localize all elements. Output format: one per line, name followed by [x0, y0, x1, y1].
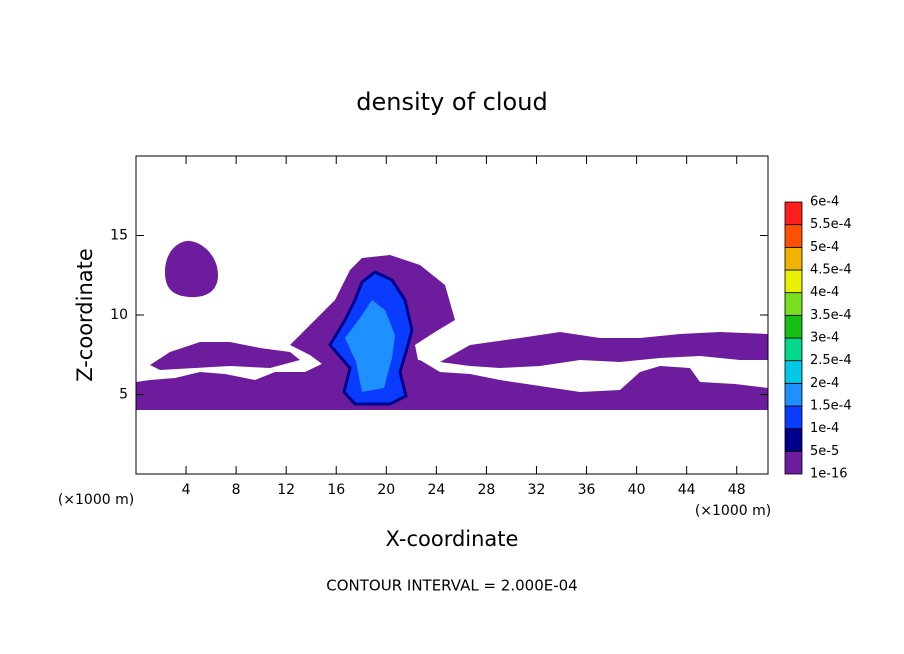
x-tick-label: 12 [277, 482, 295, 498]
cloud-region [345, 300, 395, 392]
colorbar-label: 5e-4 [810, 240, 839, 255]
colorbar-box [784, 382, 803, 407]
colorbar-box [784, 292, 803, 316]
y-tick-label: 5 [119, 387, 128, 403]
colorbar-box [784, 428, 803, 452]
colorbar-label: 2e-4 [810, 376, 839, 391]
x-axis-label: X-coordinate [386, 527, 519, 551]
x-tick-label: 48 [728, 482, 746, 498]
colorbar-box [784, 450, 803, 475]
x-tick-label: 24 [427, 482, 445, 498]
x-tick-label: 28 [478, 482, 496, 498]
annotation: CONTOUR INTERVAL = 2.000E-04 [326, 577, 577, 595]
x-tick-label: 32 [528, 482, 546, 498]
x-tick-label: 8 [232, 482, 241, 498]
colorbar-label: 3e-4 [810, 331, 839, 346]
cloud-region [165, 240, 218, 298]
colorbar-label: 3.5e-4 [810, 308, 852, 323]
x-tick-label: 40 [628, 482, 646, 498]
colorbar-label: 1e-16 [810, 467, 848, 482]
colorbar-label: 5.5e-4 [810, 217, 852, 232]
y-tick-label: 15 [110, 228, 128, 244]
colorbar-label: 6e-4 [810, 195, 839, 210]
colorbar-box [784, 201, 803, 226]
colorbar-box [784, 246, 803, 271]
x-tick-label: 16 [327, 482, 345, 498]
y-tick-label: 10 [110, 307, 128, 323]
colorbar-label: 5e-5 [810, 444, 839, 459]
colorbar-box [784, 224, 803, 248]
colorbar-label: 4.5e-4 [810, 263, 852, 278]
colorbar-label: 2.5e-4 [810, 353, 852, 368]
cloud-region [136, 360, 768, 410]
y-unit-label: (×1000 m) [58, 492, 134, 508]
x-tick-label: 4 [182, 482, 191, 498]
x-tick-label: 20 [377, 482, 395, 498]
colorbar-box [784, 269, 803, 294]
colorbar-label: 1.5e-4 [810, 399, 852, 414]
colorbar-box [784, 360, 803, 384]
y-axis-label: Z-coordinate [73, 248, 97, 382]
chart-title: density of cloud [356, 88, 547, 116]
cloud-region [440, 332, 768, 368]
colorbar-label: 4e-4 [810, 285, 839, 300]
cloud-region [150, 342, 300, 370]
colorbar-label: 1e-4 [810, 421, 839, 436]
colorbar-box [784, 314, 803, 339]
x-tick-label: 44 [678, 482, 696, 498]
x-tick-label: 36 [578, 482, 596, 498]
colorbar-box [784, 337, 803, 362]
x-unit-label: (×1000 m) [695, 503, 771, 519]
colorbar-box [784, 405, 803, 430]
